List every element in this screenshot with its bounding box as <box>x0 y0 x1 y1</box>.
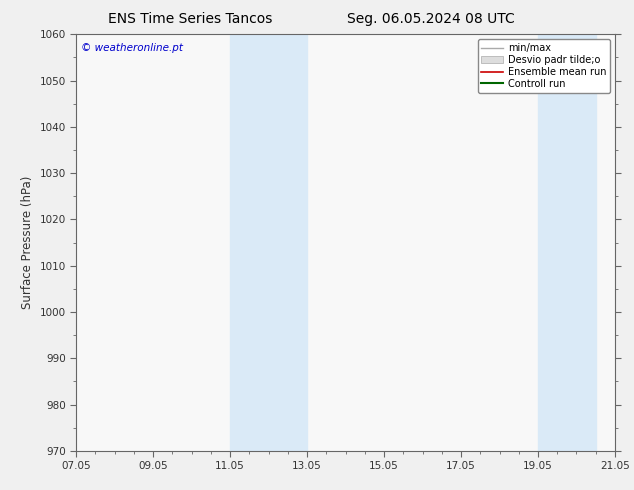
Y-axis label: Surface Pressure (hPa): Surface Pressure (hPa) <box>21 176 34 309</box>
Text: ENS Time Series Tancos: ENS Time Series Tancos <box>108 12 273 26</box>
Bar <box>230 34 307 451</box>
Legend: min/max, Desvio padr tilde;o, Ensemble mean run, Controll run: min/max, Desvio padr tilde;o, Ensemble m… <box>477 39 610 93</box>
Text: © weatheronline.pt: © weatheronline.pt <box>81 43 183 52</box>
Bar <box>538 34 596 451</box>
Text: Seg. 06.05.2024 08 UTC: Seg. 06.05.2024 08 UTC <box>347 12 515 26</box>
